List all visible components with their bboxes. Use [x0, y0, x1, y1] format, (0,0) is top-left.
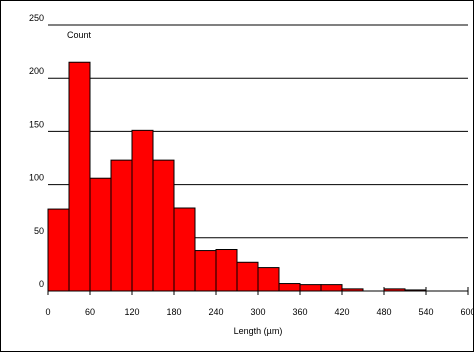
- y-tick-label-200: 200: [29, 66, 44, 76]
- x-tick-label-300: 300: [250, 307, 265, 317]
- y-tick-label-250: 250: [29, 13, 44, 23]
- x-tick-label-600: 600: [460, 307, 473, 317]
- y-ticks: 0 50 100 150 200 250: [29, 13, 44, 289]
- bar-90: [110, 159, 133, 292]
- y-tick-label-100: 100: [29, 173, 44, 183]
- bar-0: [47, 208, 70, 292]
- y-tick-label-50: 50: [34, 226, 44, 236]
- y-axis-label: Count: [67, 30, 92, 40]
- x-tick-label-240: 240: [208, 307, 223, 317]
- bar-270: [236, 261, 259, 292]
- bar-60: [89, 177, 112, 292]
- bar-150: [152, 159, 175, 292]
- x-tick-label-480: 480: [376, 307, 391, 317]
- x-ticks: 0 60 120 180 240 300 360 420 480 540 600: [45, 287, 473, 317]
- x-tick-label-120: 120: [124, 307, 139, 317]
- bar-210: [194, 250, 217, 292]
- bar-300: [257, 267, 280, 292]
- bar-390: [320, 284, 343, 292]
- x-tick-label-420: 420: [334, 307, 349, 317]
- x-axis-label: Length (µm): [234, 326, 283, 336]
- bar-30: [68, 61, 91, 292]
- y-tick-label-150: 150: [29, 119, 44, 129]
- x-tick-label-60: 60: [85, 307, 95, 317]
- y-tick-label-0: 0: [39, 279, 44, 289]
- bar-240: [215, 249, 238, 292]
- bar-330: [278, 283, 301, 292]
- x-tick-label-360: 360: [292, 307, 307, 317]
- x-tick-label-0: 0: [45, 307, 50, 317]
- x-tick-label-540: 540: [418, 307, 433, 317]
- bars: [47, 61, 427, 292]
- bar-360: [299, 284, 322, 292]
- x-tick-label-180: 180: [166, 307, 181, 317]
- bar-120: [131, 129, 154, 292]
- bar-180: [173, 207, 196, 292]
